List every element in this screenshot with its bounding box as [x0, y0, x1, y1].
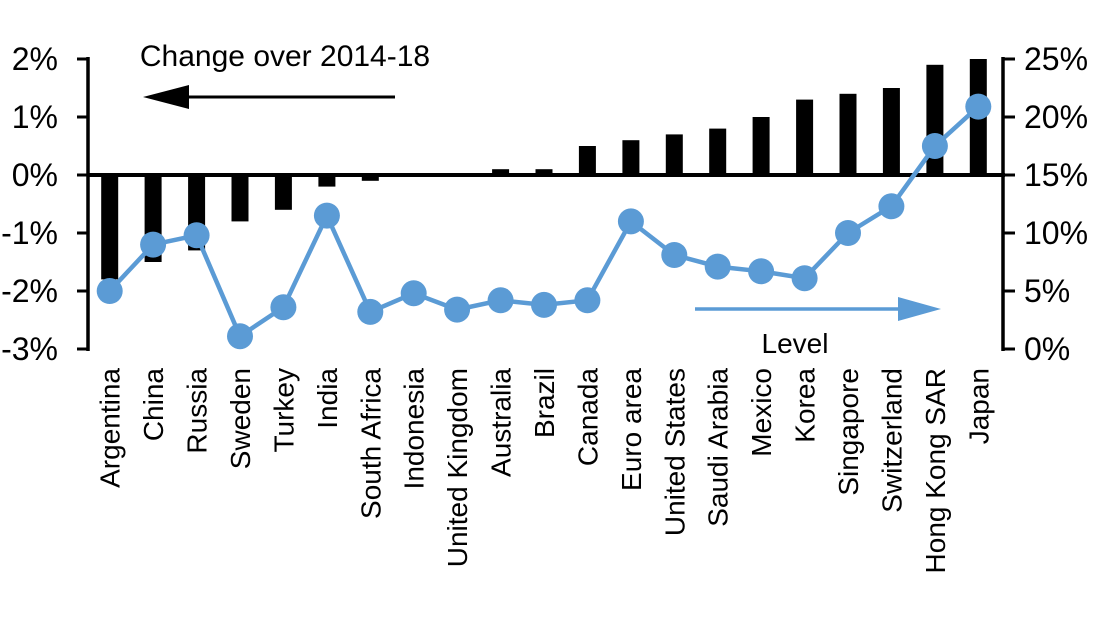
bar-euro-area [622, 140, 640, 175]
x-label-singapore: Singapore [833, 368, 864, 496]
x-label-australia: Australia [486, 368, 517, 477]
bar-singapore [839, 93, 857, 175]
left-axis-tick-label: 2% [12, 41, 58, 77]
bar-brazil [535, 169, 553, 175]
bar-mexico [752, 117, 770, 175]
bar-south-africa [361, 175, 379, 181]
x-label-korea: Korea [790, 368, 821, 443]
x-label-turkey: Turkey [268, 368, 299, 453]
x-axis-labels-group: Argentina China Russia Sweden Turkey India Sou… [95, 368, 995, 574]
x-label-saudi-arabia: Saudi Arabia [703, 368, 734, 527]
level-point-brazil [531, 291, 557, 318]
level-point-hong-kong-sar [921, 133, 948, 159]
x-label-india: India [312, 368, 343, 429]
x-label-brazil: Brazil [529, 368, 560, 438]
bar-series-group [101, 59, 987, 280]
x-label-mexico: Mexico [746, 368, 777, 457]
axes-group: 2% 1% 0% -1% -2% -3% 25% 20% 15% 10% 5% 0% [1, 41, 1088, 367]
level-point-singapore [835, 220, 861, 246]
bar-united-states [665, 134, 683, 175]
level-point-india [313, 202, 340, 229]
bar-switzerland [882, 88, 900, 175]
level-point-china [140, 231, 167, 258]
left-axis-tick-label: 0% [12, 157, 58, 193]
level-point-south-africa [357, 298, 384, 325]
x-label-russia: Russia [182, 368, 213, 454]
right-axis-tick-label: 0% [1024, 331, 1070, 367]
level-point-turkey [270, 294, 297, 321]
x-label-china: China [138, 368, 169, 442]
bar-argentina [101, 175, 119, 280]
bar-series-title: Change over 2014-18 [140, 40, 430, 73]
bar-saudi-arabia [709, 128, 727, 175]
level-point-saudi-arabia [704, 253, 731, 280]
right-axis-tick-label: 10% [1024, 215, 1088, 251]
x-label-united-kingdom: United Kingdom [442, 368, 473, 567]
left-axis-tick-label: -3% [1, 331, 58, 367]
x-label-switzerland: Switzerland [876, 368, 907, 513]
level-point-mexico [748, 258, 775, 285]
x-label-south-africa: South Africa [355, 368, 386, 519]
line-series-group [96, 93, 992, 350]
bar-turkey [274, 175, 292, 210]
right-axis-tick-label: 15% [1024, 157, 1088, 193]
line-series-arrow-right-icon [695, 297, 941, 321]
x-label-argentina: Argentina [95, 368, 126, 488]
level-point-united-kingdom [444, 296, 471, 323]
level-point-united-states [661, 242, 688, 268]
bar-korea [796, 99, 814, 175]
left-axis-tick-label: -1% [1, 215, 58, 251]
level-point-korea [791, 265, 818, 292]
x-label-sweden: Sweden [225, 368, 256, 469]
right-axis-tick-label: 5% [1024, 273, 1070, 309]
x-label-canada: Canada [572, 368, 603, 467]
level-point-euro-area [617, 208, 644, 235]
right-axis-tick-label: 20% [1024, 99, 1088, 135]
line-series-title: Level [762, 328, 829, 359]
right-axis-tick-label: 25% [1024, 41, 1088, 77]
left-axis-tick-label: -2% [1, 273, 58, 309]
x-label-japan: Japan [963, 368, 994, 444]
level-point-russia [183, 222, 210, 249]
level-point-switzerland [878, 193, 905, 220]
x-label-indonesia: Indonesia [399, 368, 430, 490]
level-point-japan [965, 93, 992, 120]
level-point-canada [574, 287, 601, 314]
level-point-argentina [96, 278, 123, 304]
bar-series-arrow-left-icon [143, 85, 395, 109]
x-label-hong-kong-sar: Hong Kong SAR [920, 368, 951, 573]
bar-sweden [231, 175, 249, 222]
x-label-euro-area: Euro area [616, 368, 647, 491]
level-point-australia [487, 287, 514, 314]
x-label-united-states: United States [659, 368, 690, 536]
bar-india [318, 175, 336, 187]
bar-canada [578, 146, 596, 175]
level-point-indonesia [400, 280, 427, 307]
left-axis-tick-label: 1% [12, 99, 58, 135]
level-point-sweden [227, 323, 253, 350]
bar-australia [492, 169, 510, 175]
